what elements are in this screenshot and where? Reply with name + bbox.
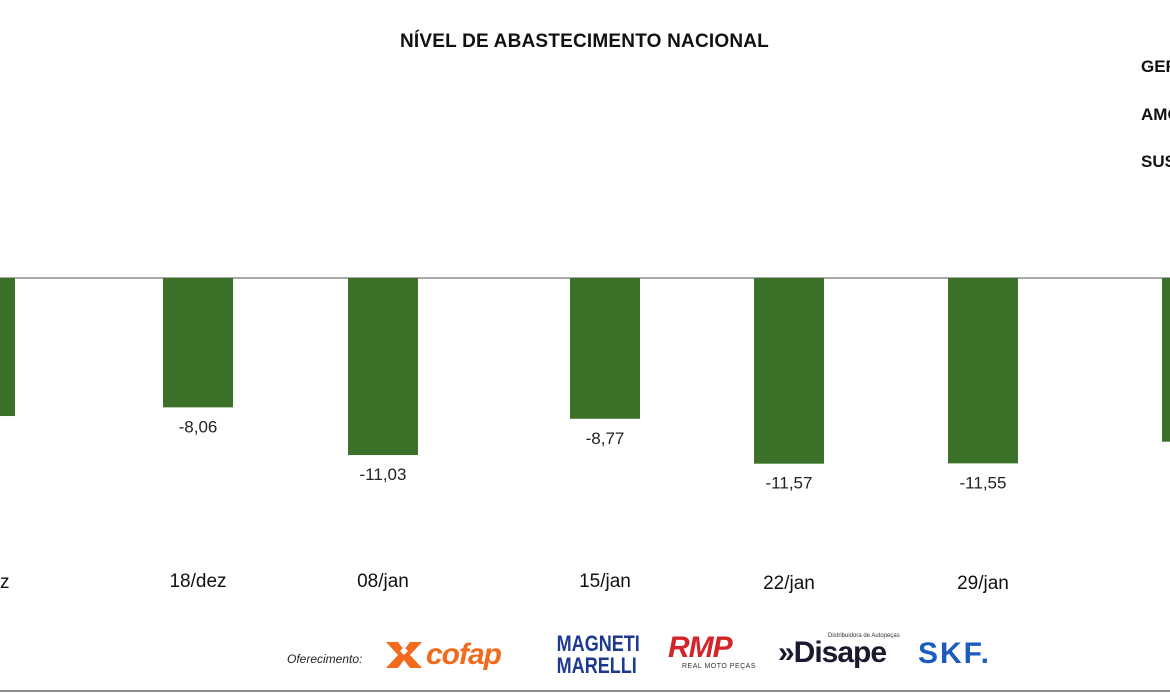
side-label-3: SUS: [1141, 152, 1170, 171]
bars-group: [0, 278, 1170, 464]
cofap-x-icon: [386, 642, 422, 668]
magneti-logo-line2: MARELLI: [556, 653, 637, 678]
rmp-logo-subtext: REAL MOTO PEÇAS: [682, 663, 757, 670]
chart-title: NÍVEL DE ABASTECIMENTO NACIONAL: [400, 31, 769, 52]
bar-5: [754, 278, 824, 464]
magneti-marelli-logo: MAGNETI MARELLI: [548, 633, 644, 677]
cofap-logo-text: cofap: [426, 638, 502, 671]
bar-2: [163, 278, 233, 408]
rmp-logo: RMP REAL MOTO PEÇAS: [668, 633, 762, 673]
category-label-5: 22/jan: [763, 573, 815, 594]
bar-3: [348, 278, 418, 456]
value-label-6: -11,55: [960, 473, 1007, 492]
disape-logo: Distribuidora de Autopeças »Disape: [778, 633, 904, 673]
value-label-4: -8,77: [586, 429, 625, 448]
cofap-logo: cofap: [384, 638, 530, 672]
magneti-logo-line1: MAGNETI: [556, 631, 640, 656]
value-label-5: -11,57: [766, 474, 813, 493]
category-label-3: 08/jan: [357, 571, 409, 592]
category-label-6: 29/jan: [957, 573, 1009, 594]
skf-logo: SKF.: [918, 637, 992, 670]
bottom-divider: [0, 690, 1170, 692]
side-label-1: GER: [1141, 57, 1170, 76]
bar-1: [0, 278, 15, 417]
category-labels-group: z 18/dez 08/jan 15/jan 22/jan 29/jan: [0, 571, 1009, 594]
value-label-3: -11,03: [360, 465, 407, 484]
rmp-logo-text: RMP: [668, 631, 733, 664]
disape-logo-subtext: Distribuidora de Autopeças: [828, 633, 900, 639]
bar-4: [570, 278, 640, 419]
category-label-1: z: [0, 572, 10, 593]
side-label-2: AMO: [1141, 105, 1170, 124]
value-label-2: -8,06: [179, 417, 218, 436]
disape-logo-text: »Disape: [778, 636, 887, 669]
sponsor-label: Oferecimento:: [287, 652, 363, 666]
value-labels-group: -8,06 -11,03 -8,77 -11,57 -11,55: [179, 417, 1007, 492]
bar-6: [948, 278, 1018, 464]
category-label-4: 15/jan: [579, 571, 631, 592]
category-label-2: 18/dez: [169, 571, 226, 592]
bar-7: [1162, 278, 1170, 442]
